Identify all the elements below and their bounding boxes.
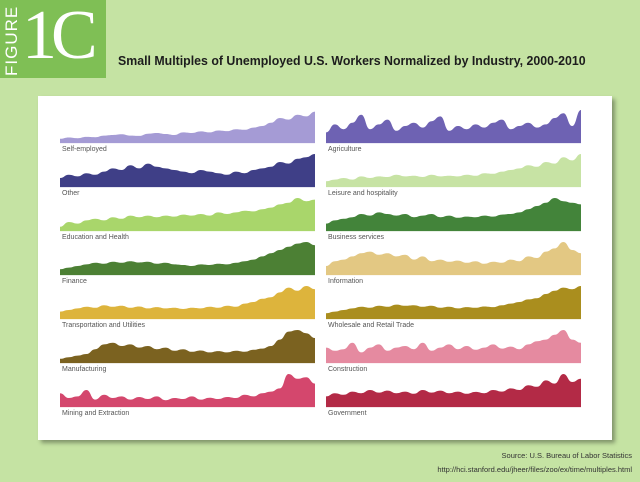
series-construction: Construction (326, 330, 581, 373)
source-url[interactable]: http://hci.stanford.edu/jheer/files/zoo/… (437, 465, 632, 474)
series-business-services: Business services (326, 198, 581, 241)
series-manufacturing: Manufacturing (60, 330, 315, 373)
area-other (60, 154, 315, 186)
label-transportation-and-utilities: Transportation and Utilities (62, 322, 146, 329)
figure-badge: FIGURE 1C (0, 0, 106, 78)
area-wholesale-and-retail-trade (326, 286, 581, 318)
area-self-employed (60, 111, 315, 142)
series-government: Government (326, 374, 581, 417)
label-leisure-and-hospitality: Leisure and hospitality (328, 190, 398, 197)
chart-panel: Self-employed Agriculture Other Leisure and… (38, 96, 612, 440)
series-mining-and-extraction: Mining and Extraction (60, 374, 315, 417)
series-wholesale-and-retail-trade: Wholesale and Retail Trade (326, 286, 581, 329)
label-business-services: Business services (328, 234, 385, 241)
area-information (326, 242, 581, 274)
series-agriculture: Agriculture (326, 110, 581, 153)
area-manufacturing (60, 330, 315, 362)
series-self-employed: Self-employed (60, 111, 315, 153)
figure-number: 1C (22, 0, 98, 74)
page-title: Small Multiples of Unemployed U.S. Worke… (118, 53, 586, 68)
figure-word: FIGURE (2, 5, 21, 76)
label-manufacturing: Manufacturing (62, 366, 106, 373)
label-construction: Construction (328, 366, 367, 373)
label-other: Other (62, 190, 80, 197)
series-other: Other (60, 154, 315, 197)
series-transportation-and-utilities: Transportation and Utilities (60, 286, 315, 329)
area-education-and-health (60, 198, 315, 230)
area-finance (60, 242, 315, 274)
area-agriculture (326, 110, 581, 142)
source-credit: Source: U.S. Bureau of Labor Statistics (501, 451, 632, 460)
label-agriculture: Agriculture (328, 146, 362, 153)
area-business-services (326, 198, 581, 230)
label-education-and-health: Education and Health (62, 234, 129, 241)
area-government (326, 374, 581, 406)
label-finance: Finance (62, 278, 87, 285)
area-transportation-and-utilities (60, 286, 315, 318)
small-multiples-chart: Self-employed Agriculture Other Leisure and… (60, 110, 581, 417)
label-government: Government (328, 410, 367, 417)
area-leisure-and-hospitality (326, 154, 581, 186)
series-information: Information (326, 242, 581, 285)
area-construction (326, 330, 581, 362)
series-finance: Finance (60, 242, 315, 285)
series-leisure-and-hospitality: Leisure and hospitality (326, 154, 581, 197)
area-mining-and-extraction (60, 374, 315, 406)
label-information: Information (328, 278, 363, 285)
label-mining-and-extraction: Mining and Extraction (62, 410, 129, 417)
label-wholesale-and-retail-trade: Wholesale and Retail Trade (328, 322, 414, 329)
label-self-employed: Self-employed (62, 146, 107, 153)
series-education-and-health: Education and Health (60, 198, 315, 241)
